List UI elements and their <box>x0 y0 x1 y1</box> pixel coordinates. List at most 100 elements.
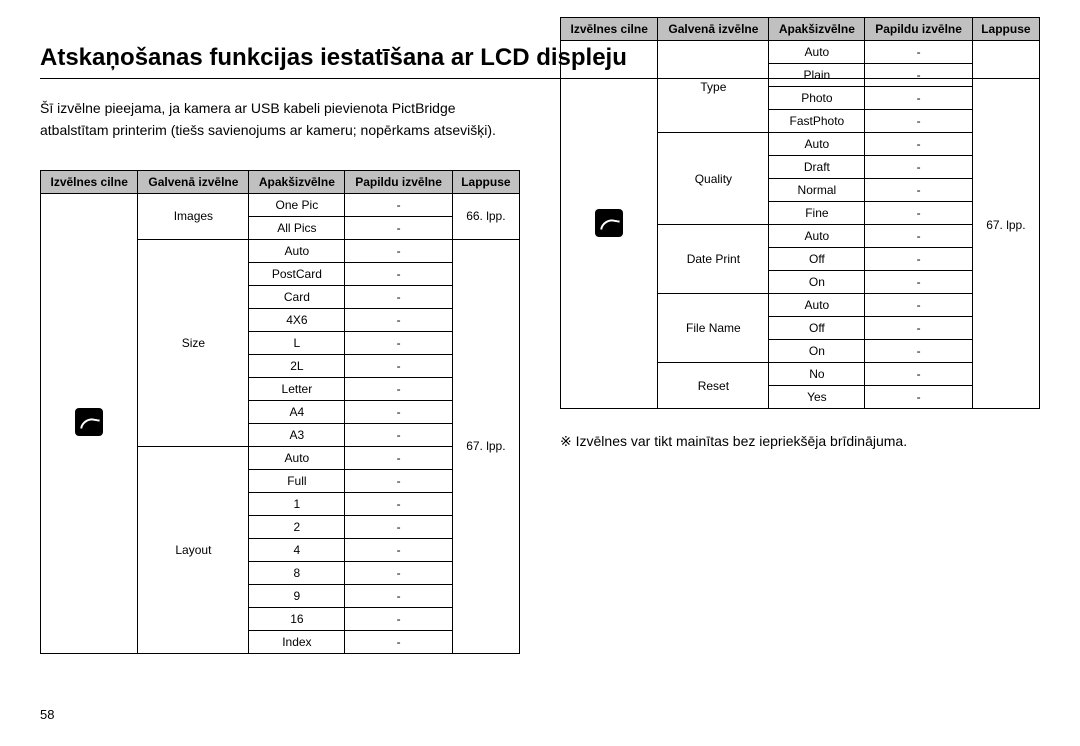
extra-menu-cell: - <box>865 363 972 386</box>
right-menu-table: Izvēlnes cilne Galvenā izvēlne Apakšizvē… <box>560 17 1040 409</box>
sub-menu-cell: Photo <box>769 87 865 110</box>
sub-menu-cell: 16 <box>249 607 345 630</box>
extra-menu-cell: - <box>865 156 972 179</box>
sub-menu-cell: 2 <box>249 515 345 538</box>
main-menu-cell: Reset <box>658 363 769 409</box>
extra-menu-cell: - <box>345 584 452 607</box>
extra-menu-cell: - <box>865 202 972 225</box>
intro-line-2: atbalstītam printerim (tiešs savienojums… <box>40 122 496 138</box>
main-menu-cell: Images <box>138 193 249 239</box>
sub-menu-cell: Plain <box>769 64 865 87</box>
sub-menu-cell: Auto <box>769 41 865 64</box>
extra-menu-cell: - <box>345 354 452 377</box>
sub-menu-cell: On <box>769 271 865 294</box>
extra-menu-cell: - <box>345 515 452 538</box>
sub-menu-cell: 4X6 <box>249 308 345 331</box>
sub-menu-cell: Auto <box>769 225 865 248</box>
sub-menu-cell: Auto <box>249 446 345 469</box>
col-header-main: Galvenā izvēlne <box>138 170 249 193</box>
menu-tab-icon-cell <box>561 41 658 409</box>
sub-menu-cell: L <box>249 331 345 354</box>
page-cell: 67. lpp. <box>972 41 1039 409</box>
left-menu-table: Izvēlnes cilne Galvenā izvēlne Apakšizvē… <box>40 170 520 654</box>
pictbridge-icon <box>595 209 623 237</box>
extra-menu-cell: - <box>345 423 452 446</box>
extra-menu-cell: - <box>345 538 452 561</box>
sub-menu-cell: Draft <box>769 156 865 179</box>
extra-menu-cell: - <box>345 285 452 308</box>
table-row: ImagesOne Pic-66. lpp. <box>41 193 520 216</box>
extra-menu-cell: - <box>345 630 452 653</box>
sub-menu-cell: 8 <box>249 561 345 584</box>
main-menu-cell: Size <box>138 239 249 446</box>
extra-menu-cell: - <box>865 386 972 409</box>
extra-menu-cell: - <box>345 239 452 262</box>
sub-menu-cell: Normal <box>769 179 865 202</box>
sub-menu-cell: 2L <box>249 354 345 377</box>
col-header-page: Lappuse <box>972 18 1039 41</box>
sub-menu-cell: 1 <box>249 492 345 515</box>
main-menu-cell: Type <box>658 41 769 133</box>
sub-menu-cell: Off <box>769 317 865 340</box>
sub-menu-cell: PostCard <box>249 262 345 285</box>
extra-menu-cell: - <box>345 446 452 469</box>
intro-text: Šī izvēlne pieejama, ja kamera ar USB ka… <box>40 97 520 142</box>
extra-menu-cell: - <box>865 179 972 202</box>
extra-menu-cell: - <box>865 294 972 317</box>
col-header-tab: Izvēlnes cilne <box>561 18 658 41</box>
table-row: TypeAuto-67. lpp. <box>561 41 1040 64</box>
two-column-layout: Šī izvēlne pieejama, ja kamera ar USB ka… <box>40 97 1040 654</box>
main-menu-cell: Quality <box>658 133 769 225</box>
extra-menu-cell: - <box>345 331 452 354</box>
page-cell: 66. lpp. <box>452 193 519 239</box>
sub-menu-cell: A3 <box>249 423 345 446</box>
left-column: Šī izvēlne pieejama, ja kamera ar USB ka… <box>40 97 520 654</box>
sub-menu-cell: FastPhoto <box>769 110 865 133</box>
col-header-extra: Papildu izvēlne <box>345 170 452 193</box>
extra-menu-cell: - <box>345 607 452 630</box>
footnote: ※ Izvēlnes var tikt mainītas bez iepriek… <box>560 433 1040 450</box>
extra-menu-cell: - <box>865 271 972 294</box>
extra-menu-cell: - <box>865 317 972 340</box>
extra-menu-cell: - <box>865 87 972 110</box>
sub-menu-cell: 4 <box>249 538 345 561</box>
extra-menu-cell: - <box>345 216 452 239</box>
col-header-sub: Apakšizvēlne <box>249 170 345 193</box>
sub-menu-cell: Fine <box>769 202 865 225</box>
extra-menu-cell: - <box>865 41 972 64</box>
sub-menu-cell: 9 <box>249 584 345 607</box>
main-menu-cell: Date Print <box>658 225 769 294</box>
col-header-main: Galvenā izvēlne <box>658 18 769 41</box>
extra-menu-cell: - <box>345 400 452 423</box>
pictbridge-icon <box>75 408 103 436</box>
sub-menu-cell: One Pic <box>249 193 345 216</box>
sub-menu-cell: A4 <box>249 400 345 423</box>
page-cell: 67. lpp. <box>452 239 519 653</box>
menu-tab-icon-cell <box>41 193 138 653</box>
sub-menu-cell: Yes <box>769 386 865 409</box>
sub-menu-cell: Letter <box>249 377 345 400</box>
extra-menu-cell: - <box>865 340 972 363</box>
sub-menu-cell: No <box>769 363 865 386</box>
extra-menu-cell: - <box>345 492 452 515</box>
col-header-sub: Apakšizvēlne <box>769 18 865 41</box>
extra-menu-cell: - <box>865 110 972 133</box>
col-header-extra: Papildu izvēlne <box>865 18 972 41</box>
extra-menu-cell: - <box>865 225 972 248</box>
sub-menu-cell: All Pics <box>249 216 345 239</box>
sub-menu-cell: Off <box>769 248 865 271</box>
extra-menu-cell: - <box>345 308 452 331</box>
page-number: 58 <box>40 707 54 722</box>
extra-menu-cell: - <box>345 561 452 584</box>
extra-menu-cell: - <box>865 133 972 156</box>
right-column: Izvēlnes cilne Galvenā izvēlne Apakšizvē… <box>560 97 1040 450</box>
sub-menu-cell: On <box>769 340 865 363</box>
extra-menu-cell: - <box>345 193 452 216</box>
extra-menu-cell: - <box>345 262 452 285</box>
col-header-tab: Izvēlnes cilne <box>41 170 138 193</box>
extra-menu-cell: - <box>345 377 452 400</box>
main-menu-cell: File Name <box>658 294 769 363</box>
sub-menu-cell: Auto <box>769 294 865 317</box>
sub-menu-cell: Auto <box>249 239 345 262</box>
sub-menu-cell: Auto <box>769 133 865 156</box>
